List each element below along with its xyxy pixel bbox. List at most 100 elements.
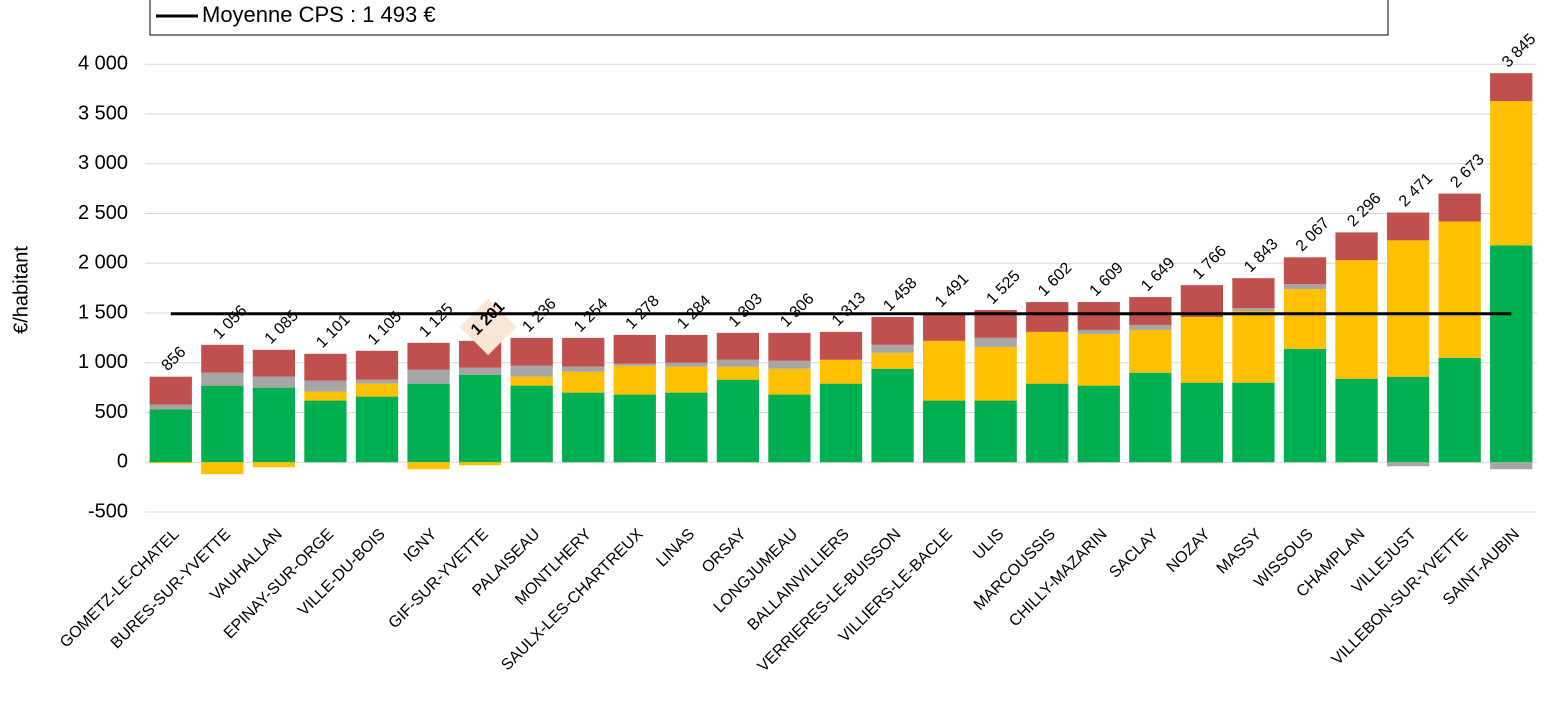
bar-segment bbox=[562, 337, 605, 367]
bar-segment bbox=[871, 368, 914, 463]
bar-segment bbox=[1180, 462, 1224, 464]
total-label: 1 306 bbox=[777, 290, 817, 330]
bar-segment bbox=[562, 366, 605, 372]
bar-segment bbox=[1335, 260, 1378, 379]
bar-segment bbox=[201, 385, 244, 463]
bar-segment bbox=[974, 346, 1017, 401]
bar-segment bbox=[974, 337, 1017, 347]
total-label: 1 609 bbox=[1087, 259, 1127, 299]
bar-segment bbox=[1077, 302, 1120, 330]
bar-segment bbox=[613, 334, 656, 364]
bar-segment bbox=[871, 316, 914, 345]
total-label: 1 491 bbox=[932, 270, 972, 310]
bar-segment bbox=[201, 462, 244, 475]
bar-segment bbox=[1026, 302, 1069, 332]
y-tick-label: 1 500 bbox=[78, 301, 128, 323]
bar-segment bbox=[407, 383, 450, 463]
total-label: 2 296 bbox=[1344, 190, 1384, 230]
bar-segment bbox=[458, 374, 502, 463]
total-label: 1 101 bbox=[313, 311, 353, 351]
bar-segment bbox=[1490, 101, 1533, 246]
total-label: 1 649 bbox=[1138, 254, 1178, 294]
bar-segment bbox=[768, 368, 811, 395]
total-label: 856 bbox=[159, 344, 190, 375]
y-tick-label: 2 500 bbox=[78, 202, 128, 224]
bar-segment bbox=[1490, 73, 1533, 102]
total-label: 1 313 bbox=[829, 289, 869, 329]
bar-segment bbox=[304, 400, 347, 463]
x-tick-label: LINAS bbox=[653, 526, 698, 571]
bar-segment bbox=[252, 462, 296, 468]
total-label: 1 056 bbox=[210, 302, 250, 342]
bar-segment bbox=[304, 391, 347, 401]
bar-segment bbox=[1386, 462, 1430, 467]
bar-segment bbox=[1026, 383, 1069, 463]
bar-segment bbox=[768, 394, 811, 463]
bar-segment bbox=[871, 352, 914, 369]
total-label: 1 254 bbox=[571, 295, 611, 335]
x-tick-label: ORSAY bbox=[699, 526, 750, 577]
x-tick-label: GIF-SUR-YVETTE bbox=[386, 526, 492, 632]
legend-label: Moyenne CPS : 1 493 € bbox=[202, 2, 436, 27]
y-tick-label: 1 000 bbox=[78, 351, 128, 373]
bar-segment bbox=[1386, 212, 1430, 241]
total-label: 3 845 bbox=[1499, 31, 1539, 71]
bar-segment bbox=[1386, 240, 1430, 377]
bar-segment bbox=[819, 383, 863, 463]
total-label: 2 673 bbox=[1447, 151, 1487, 191]
bar-segment bbox=[1129, 324, 1172, 330]
bar-segment bbox=[1283, 284, 1327, 290]
bar-segment bbox=[1232, 278, 1275, 309]
total-label: 1 525 bbox=[983, 267, 1023, 307]
bar-segment bbox=[768, 332, 811, 361]
bar-segment bbox=[407, 462, 450, 470]
bar-segment bbox=[716, 366, 760, 380]
bar-segment bbox=[149, 409, 192, 463]
x-tick-label: VILLE-DU-BOIS bbox=[295, 526, 389, 620]
y-tick-label: 3 000 bbox=[78, 152, 128, 174]
y-tick-label: 3 500 bbox=[78, 102, 128, 124]
bar-segment bbox=[1129, 329, 1172, 373]
bar-segment bbox=[304, 380, 347, 392]
bar-segment bbox=[613, 363, 656, 366]
bar-segment bbox=[613, 365, 656, 395]
bar-segment bbox=[1077, 333, 1120, 386]
bar-segment bbox=[355, 396, 399, 463]
bar-segment bbox=[355, 383, 399, 397]
bar-segment bbox=[1077, 385, 1120, 463]
bar-segment bbox=[149, 376, 192, 405]
bar-segment bbox=[252, 349, 296, 377]
bar-segment bbox=[1490, 245, 1533, 463]
bar-segment bbox=[665, 334, 708, 363]
bar-segment bbox=[510, 365, 553, 377]
bar-segment bbox=[407, 342, 450, 370]
bar-segment bbox=[1026, 462, 1069, 464]
bar-segment bbox=[562, 371, 605, 393]
bar-segment bbox=[716, 332, 760, 360]
x-tick-label: ULIS bbox=[970, 526, 1007, 563]
total-label: 1 236 bbox=[519, 295, 559, 335]
bar-segment bbox=[613, 394, 656, 463]
bar-segment bbox=[407, 369, 450, 384]
total-label: 1 458 bbox=[880, 274, 920, 314]
bar-segment bbox=[1232, 308, 1275, 312]
bar-segment bbox=[1026, 331, 1069, 384]
bar-segment bbox=[355, 350, 399, 380]
bar-segment bbox=[149, 462, 192, 464]
bar-segment bbox=[458, 367, 502, 375]
bar-segment bbox=[922, 340, 966, 401]
bar-segment bbox=[149, 404, 192, 410]
bar-segment bbox=[922, 313, 966, 341]
bar-segment bbox=[871, 344, 914, 353]
y-tick-label: 4 000 bbox=[78, 53, 128, 75]
bar-segment bbox=[252, 376, 296, 388]
bar-segment bbox=[201, 372, 244, 386]
bar-segment bbox=[1077, 329, 1120, 334]
bar-segment bbox=[1335, 378, 1378, 463]
bar-segment bbox=[716, 379, 760, 463]
bar-segment bbox=[1232, 382, 1275, 463]
total-label: 2 471 bbox=[1396, 170, 1436, 210]
bar-segment bbox=[1180, 316, 1224, 383]
x-tick-label: MASSY bbox=[1214, 526, 1266, 578]
